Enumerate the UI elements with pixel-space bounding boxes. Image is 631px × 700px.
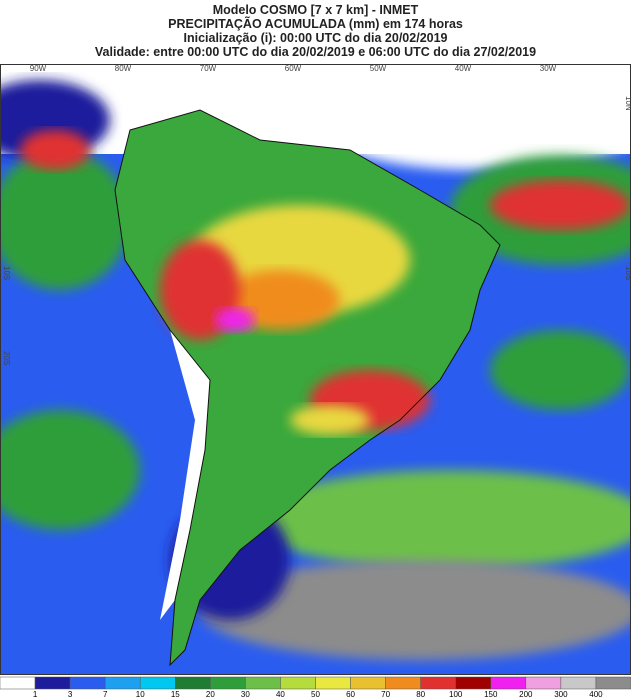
title-line: Validade: entre 00:00 UTC do dia 20/02/2… <box>94 45 537 59</box>
colorbar-label: 7 <box>103 690 108 699</box>
colorbar-label: 200 <box>519 690 533 699</box>
colorbar-label: 30 <box>241 690 250 699</box>
colorbar-swatch <box>490 676 527 690</box>
colorbar-label: 40 <box>276 690 285 699</box>
colorbar-label: 300 <box>554 690 568 699</box>
colorbar-swatch <box>315 676 351 690</box>
colorbar-swatch <box>525 676 562 690</box>
coastline <box>114 109 501 667</box>
lon-label: 60W <box>285 64 302 73</box>
colorbar-swatch <box>245 676 281 690</box>
header: Modelo COSMO [7 x 7 km] - INMET PRECIPIT… <box>0 0 631 62</box>
dry-coast <box>160 330 210 620</box>
colorbar-label: 10 <box>136 690 145 699</box>
colorbar-swatch <box>350 676 386 690</box>
colorbar-swatch <box>34 676 71 690</box>
colorbar-swatch <box>0 676 36 690</box>
map-field <box>0 64 631 674</box>
lat-label: 10S <box>624 266 631 280</box>
colorbar-label: 150 <box>484 690 498 699</box>
lat-label: 10S <box>2 266 11 280</box>
lon-labels: 90W 80W 70W 60W 50W 40W 30W <box>30 64 557 73</box>
colorbar-swatch <box>385 676 421 690</box>
lon-label: 40W <box>455 64 472 73</box>
colorbar-label: 70 <box>381 690 390 699</box>
colorbar-label: 60 <box>346 690 355 699</box>
colorbar-label: 400 <box>589 690 603 699</box>
colorbar-label: 50 <box>311 690 320 699</box>
lat-labels: 10S 20S 10N 10S <box>2 96 631 365</box>
lon-label: 90W <box>30 64 47 73</box>
lon-label: 80W <box>115 64 132 73</box>
colorbar-label: 80 <box>416 690 425 699</box>
colorbar-swatch <box>139 676 176 690</box>
colorbar-swatch <box>280 676 316 690</box>
colorbar-swatch <box>69 676 106 690</box>
colorbar-label: 15 <box>171 690 180 699</box>
colorbar-swatch <box>595 676 631 690</box>
colorbar-label: 100 <box>449 690 463 699</box>
colorbar-swatch <box>420 676 456 690</box>
lon-label: 50W <box>370 64 387 73</box>
colorbar-label: 1 <box>33 690 38 699</box>
colorbar-swatch <box>104 676 141 690</box>
colorbar-swatch <box>175 676 211 690</box>
colorbar-swatch <box>210 676 246 690</box>
colorbar-swatch <box>560 676 597 690</box>
colorbar-label: 3 <box>68 690 73 699</box>
colorbar: 1 3 7 10 15 20 30 40 50 60 70 80 100 150 200 300 400 <box>0 676 631 699</box>
lat-label: 10N <box>624 96 631 111</box>
lat-label: 20S <box>2 351 11 365</box>
lon-label: 70W <box>200 64 217 73</box>
colorbar-label: 20 <box>206 690 215 699</box>
title-line: Inicialização (i): 00:00 UTC do dia 20/0… <box>183 31 448 45</box>
lon-label: 30W <box>540 64 557 73</box>
title-line: Modelo COSMO [7 x 7 km] - INMET <box>212 3 419 17</box>
colorbar-swatch <box>455 676 492 690</box>
title-line: PRECIPITAÇÃO ACUMULADA (mm) em 174 horas <box>168 17 463 31</box>
